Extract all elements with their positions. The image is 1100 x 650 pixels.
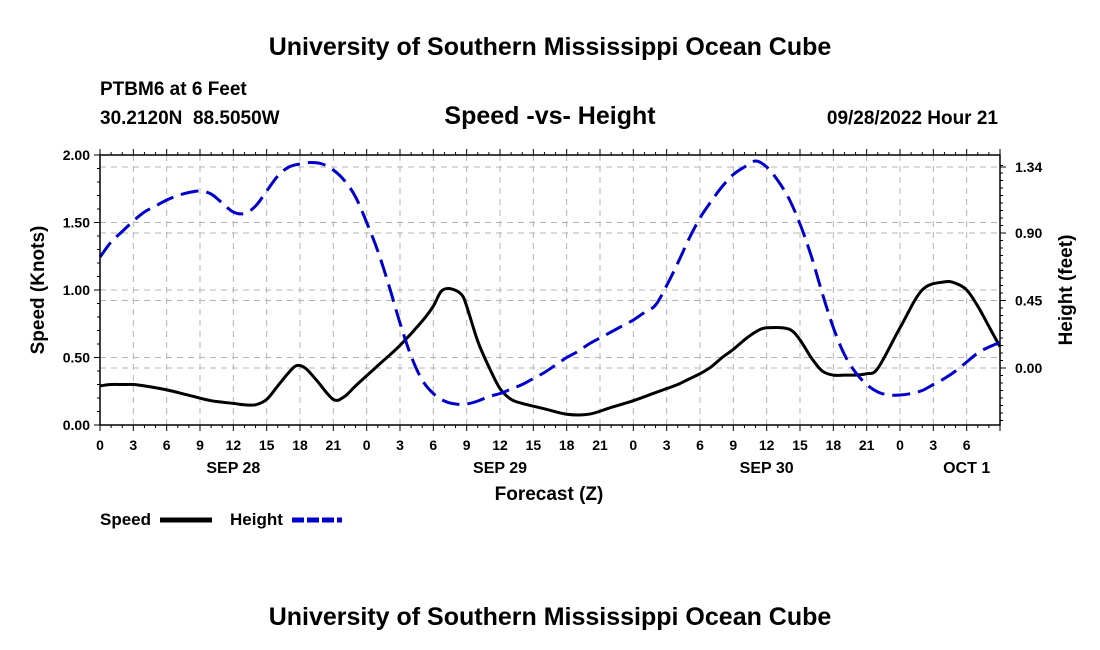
y-tick-label: 1.00: [63, 282, 90, 298]
series-layer: [98, 159, 1002, 417]
legend-height-label: Height: [230, 510, 283, 529]
y-tick-label: 0.50: [63, 350, 90, 366]
page-title: University of Southern Mississippi Ocean…: [269, 33, 832, 61]
y2-tick-label: 0.90: [1015, 225, 1042, 241]
y-tick-label: 2.00: [63, 147, 90, 163]
x-tick-label: 15: [259, 437, 275, 453]
x-tick-label: 3: [129, 437, 137, 453]
chart-title: Speed -vs- Height: [444, 102, 656, 130]
grid-lines: [100, 155, 1000, 425]
axes-layer: 0 3 6 9 12 15 18 21 0 3 6 9 12 15 18 21 0 3 6 9 12 15 18 21 0 3 6 S…: [63, 147, 1043, 477]
x-date-label: SEP 29: [473, 460, 527, 477]
footer-title: University of Southern Mississippi Ocean…: [269, 603, 832, 631]
y2-tick-label: 1.34: [1015, 159, 1042, 175]
x-tick-label: 18: [559, 437, 575, 453]
x-tick-label: 12: [492, 437, 508, 453]
x-tick-label: 6: [963, 437, 971, 453]
y2-tick-label: 0.00: [1015, 360, 1042, 376]
x-tick-label: 0: [629, 437, 637, 453]
y-tick-label: 0.00: [63, 417, 90, 433]
x-tick-label: 18: [826, 437, 842, 453]
x-tick-label: 9: [463, 437, 471, 453]
x-axis-label: Forecast (Z): [495, 484, 604, 505]
x-tick-label: 9: [729, 437, 737, 453]
x-tick-label: 3: [396, 437, 404, 453]
y2-tick-label: 0.45: [1015, 293, 1042, 309]
y-axis-label: Speed (Knots): [28, 226, 49, 355]
x-tick-label: 3: [663, 437, 671, 453]
x-tick-label: 21: [859, 437, 875, 453]
x-tick-label: 12: [759, 437, 775, 453]
x-tick-label: 21: [326, 437, 342, 453]
station-label: PTBM6 at 6 Feet: [100, 79, 247, 100]
x-tick-label: 0: [896, 437, 904, 453]
x-tick-label: 6: [696, 437, 704, 453]
x-tick-label: 6: [429, 437, 437, 453]
x-tick-label: 0: [363, 437, 371, 453]
series-line-height: [98, 159, 1001, 406]
legend: Speed Height: [100, 510, 342, 529]
x-date-label: OCT 1: [943, 460, 990, 477]
x-date-label: SEP 30: [740, 460, 794, 477]
coordinates-label: 30.2120N 88.5050W: [100, 108, 280, 129]
x-tick-label: 12: [226, 437, 242, 453]
series-line-speed: [99, 279, 1002, 417]
x-tick-label: 9: [196, 437, 204, 453]
x-tick-label: 15: [526, 437, 542, 453]
x-tick-label: 18: [292, 437, 308, 453]
forecast-datetime: 09/28/2022 Hour 21: [827, 108, 999, 129]
legend-speed-label: Speed: [100, 510, 151, 529]
y-tick-label: 1.50: [63, 215, 90, 231]
x-tick-label: 6: [163, 437, 171, 453]
x-tick-label: 0: [96, 437, 104, 453]
x-tick-label: 15: [792, 437, 808, 453]
x-tick-label: 3: [929, 437, 937, 453]
x-date-label: SEP 28: [206, 460, 260, 477]
y2-axis-label: Height (feet): [1056, 235, 1077, 346]
x-tick-label: 21: [592, 437, 608, 453]
